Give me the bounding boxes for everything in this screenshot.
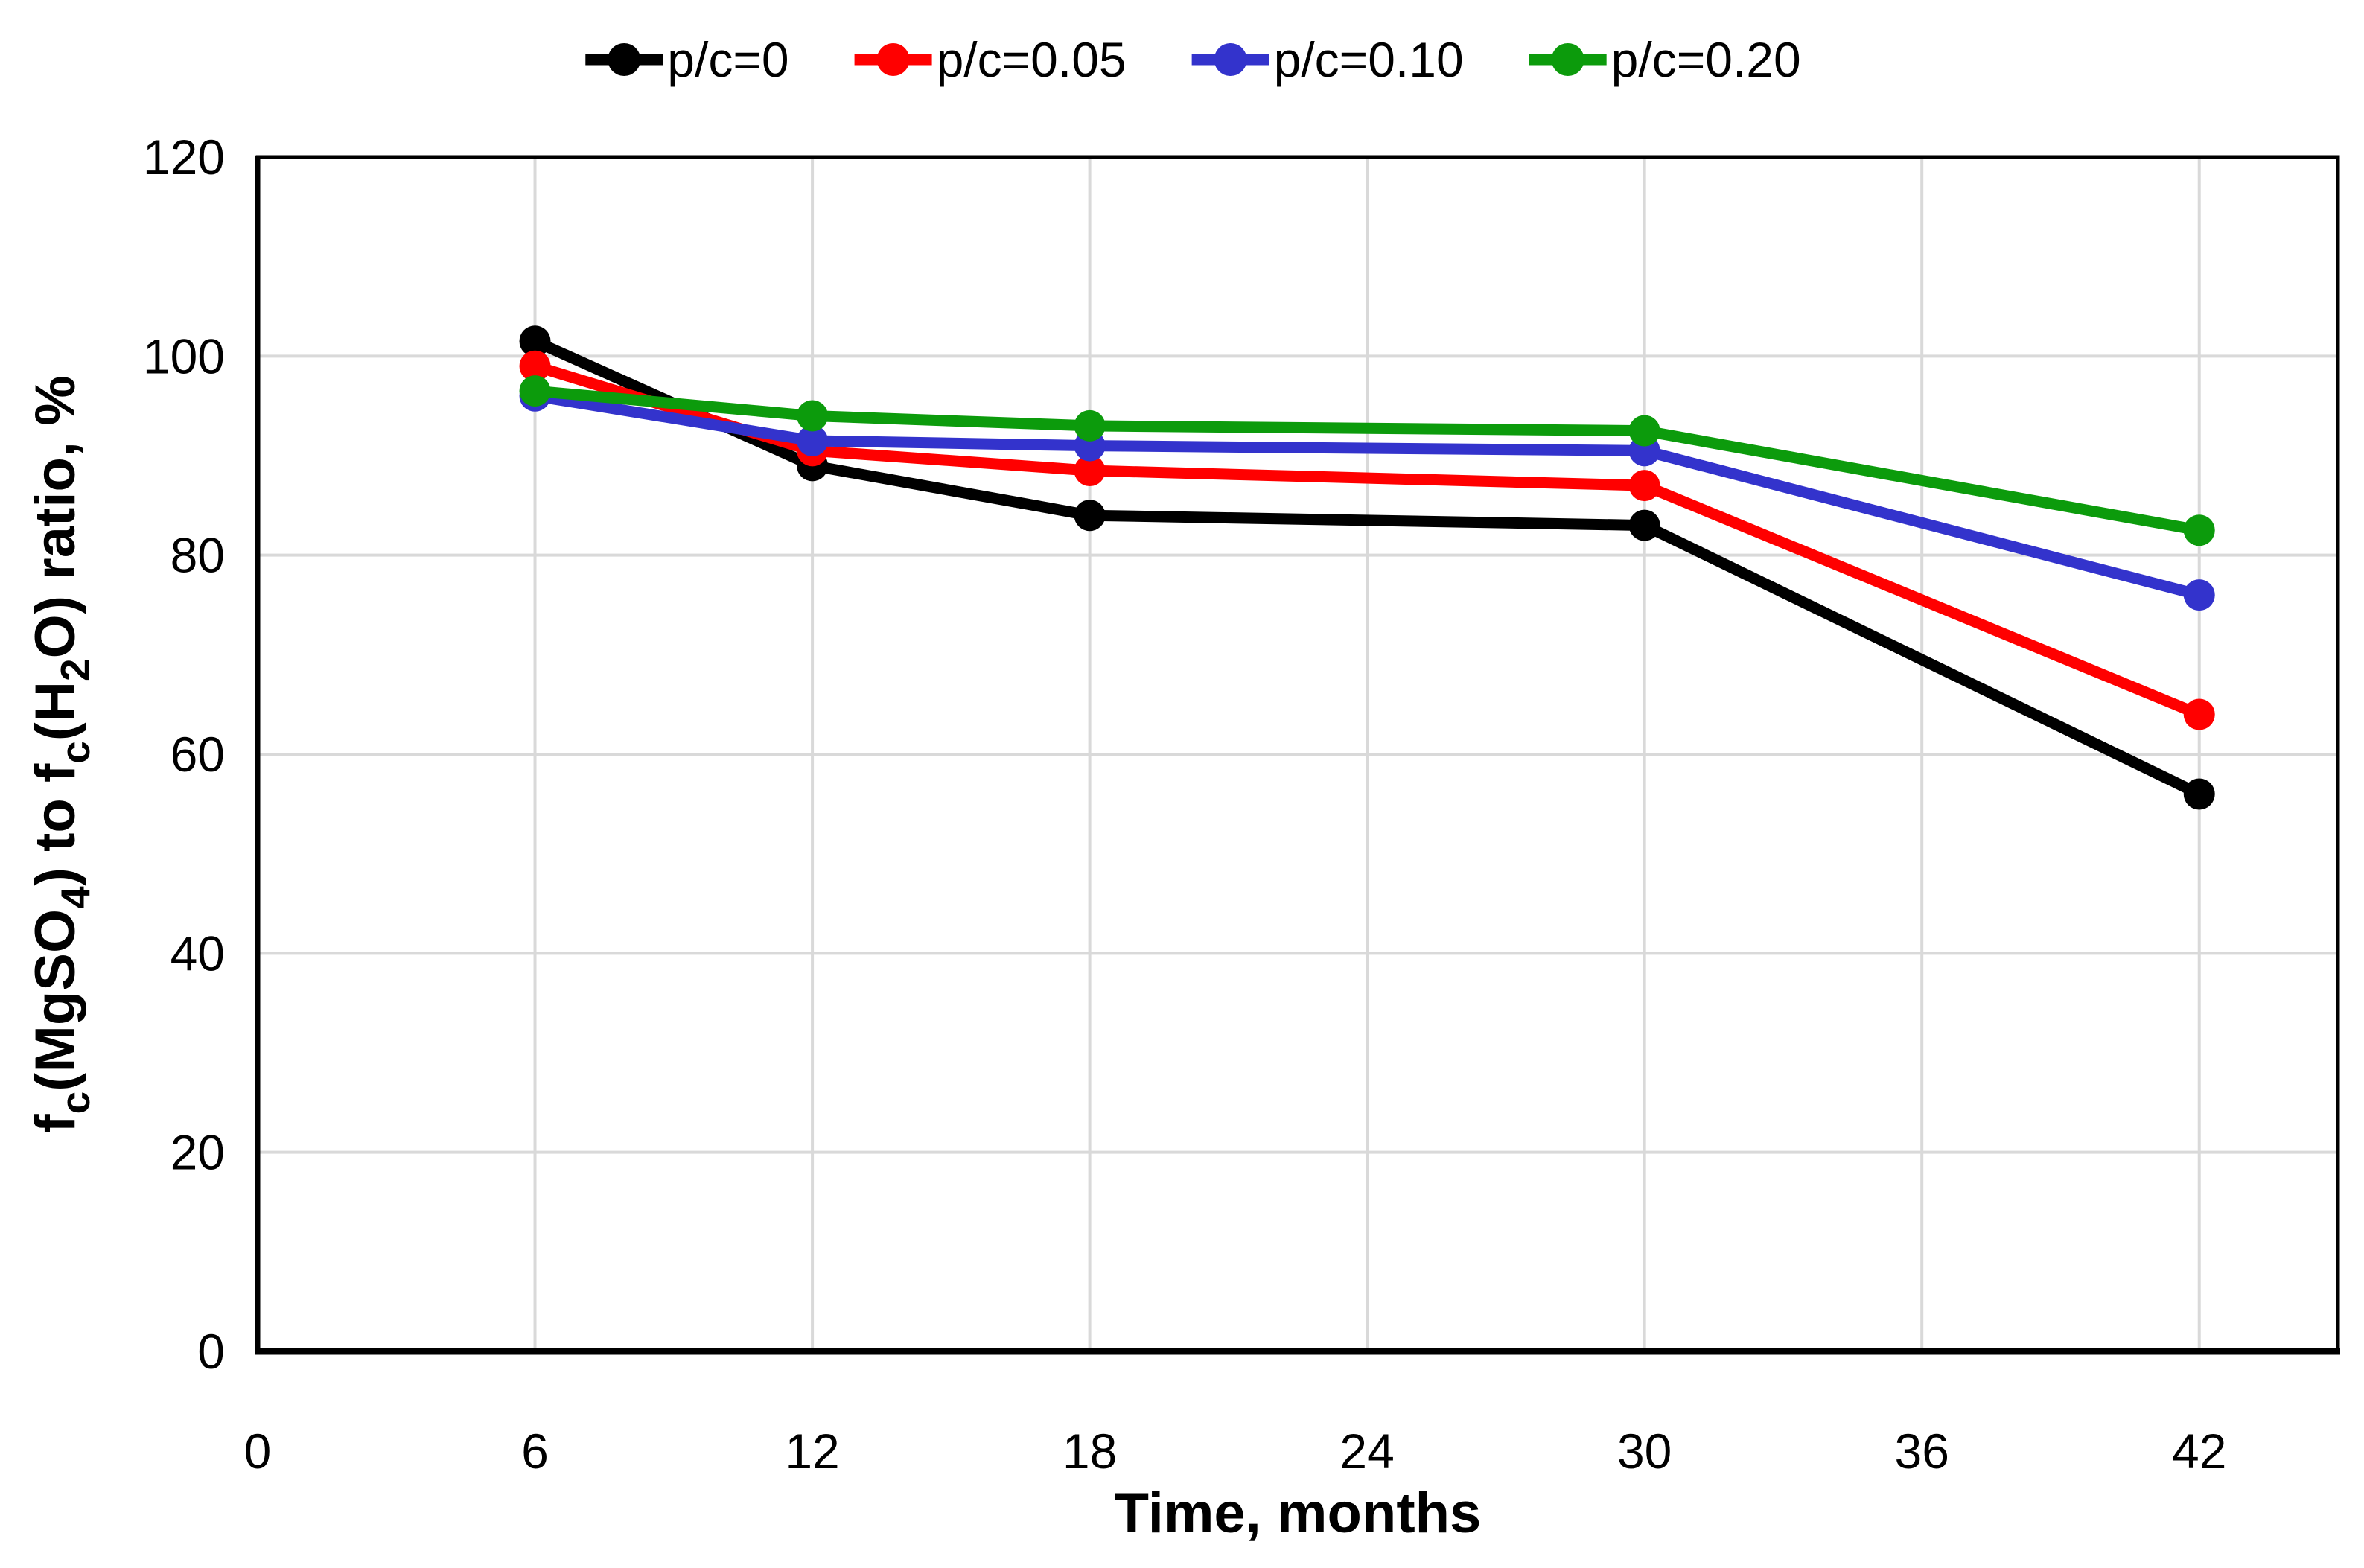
legend-item-p-c-0-05: p/c=0.05 <box>854 32 1127 87</box>
legend-item-p-c-0-20: p/c=0.20 <box>1529 32 1801 87</box>
gridlines <box>258 157 2338 1351</box>
legend-label-p-c-0-20: p/c=0.20 <box>1611 32 1801 87</box>
x-tick-label: 30 <box>1617 1424 1672 1479</box>
legend-label-p-c-0-05: p/c=0.05 <box>937 32 1127 87</box>
data-point-p-c-0-05-x18 <box>1074 455 1106 487</box>
data-point-p-c-0-10-x12 <box>797 424 829 456</box>
data-point-p-c-0-05-x30 <box>1628 470 1660 502</box>
y-tick-label: 60 <box>171 727 225 782</box>
legend: p/c=0 p/c=0.05 p/c=0.10 p/c=0.20 <box>585 32 1801 87</box>
legend-label-p-c-0: p/c=0 <box>667 32 788 87</box>
data-point-p-c-0-05-x6 <box>519 350 551 382</box>
legend-item-p-c-0-10: p/c=0.10 <box>1191 32 1464 87</box>
y-axis-title-text: fc(MgSO4) to fc(H2O) ratio, % <box>24 375 98 1132</box>
x-tick-label: 12 <box>785 1424 839 1479</box>
data-point-p-c-0-10-x42 <box>2183 579 2215 611</box>
data-point-p-c-0-20-x18 <box>1074 409 1106 442</box>
y-tick-label: 80 <box>171 528 225 583</box>
data-point-p-c-0-x6 <box>519 325 551 357</box>
x-tick-label: 18 <box>1062 1424 1117 1479</box>
data-point-p-c-0-x42 <box>2183 778 2215 810</box>
data-point-p-c-0-20-x6 <box>519 375 551 407</box>
x-tick-label: 0 <box>244 1424 272 1479</box>
axis-tick-labels: 0 20 40 60 80 100 120 0 6 12 18 24 30 36 42 <box>143 130 2227 1479</box>
x-tick-label: 36 <box>1894 1424 1949 1479</box>
data-point-p-c-0-05-x42 <box>2183 698 2215 730</box>
legend-marker-p-c-0-20 <box>1551 43 1584 76</box>
y-axis-title: fc(MgSO4) to fc(H2O) ratio, % <box>24 375 98 1132</box>
data-point-p-c-0-20-x12 <box>797 400 829 432</box>
data-point-p-c-0-x30 <box>1628 509 1660 541</box>
legend-item-p-c-0: p/c=0 <box>585 32 789 87</box>
y-tick-label: 40 <box>171 925 225 981</box>
x-axis-title: Time, months <box>1115 1482 1482 1545</box>
x-tick-label: 6 <box>521 1424 549 1479</box>
legend-marker-p-c-0-10 <box>1214 43 1247 76</box>
plot-border <box>255 155 2340 1355</box>
series-layer <box>519 325 2215 810</box>
x-tick-label: 24 <box>1339 1424 1394 1479</box>
y-tick-label: 20 <box>171 1125 225 1180</box>
legend-marker-p-c-0-05 <box>876 43 910 76</box>
y-tick-label: 120 <box>143 130 225 185</box>
x-tick-label: 42 <box>2172 1424 2226 1479</box>
series-p-c-0-20 <box>519 375 2215 546</box>
legend-marker-p-c-0 <box>608 43 641 76</box>
legend-label-p-c-0-10: p/c=0.10 <box>1274 32 1464 87</box>
data-point-p-c-0-20-x30 <box>1628 415 1660 447</box>
y-tick-label: 100 <box>143 328 225 383</box>
y-tick-label: 0 <box>197 1324 225 1379</box>
data-point-p-c-0-20-x42 <box>2183 514 2215 546</box>
data-point-p-c-0-x18 <box>1074 500 1106 532</box>
